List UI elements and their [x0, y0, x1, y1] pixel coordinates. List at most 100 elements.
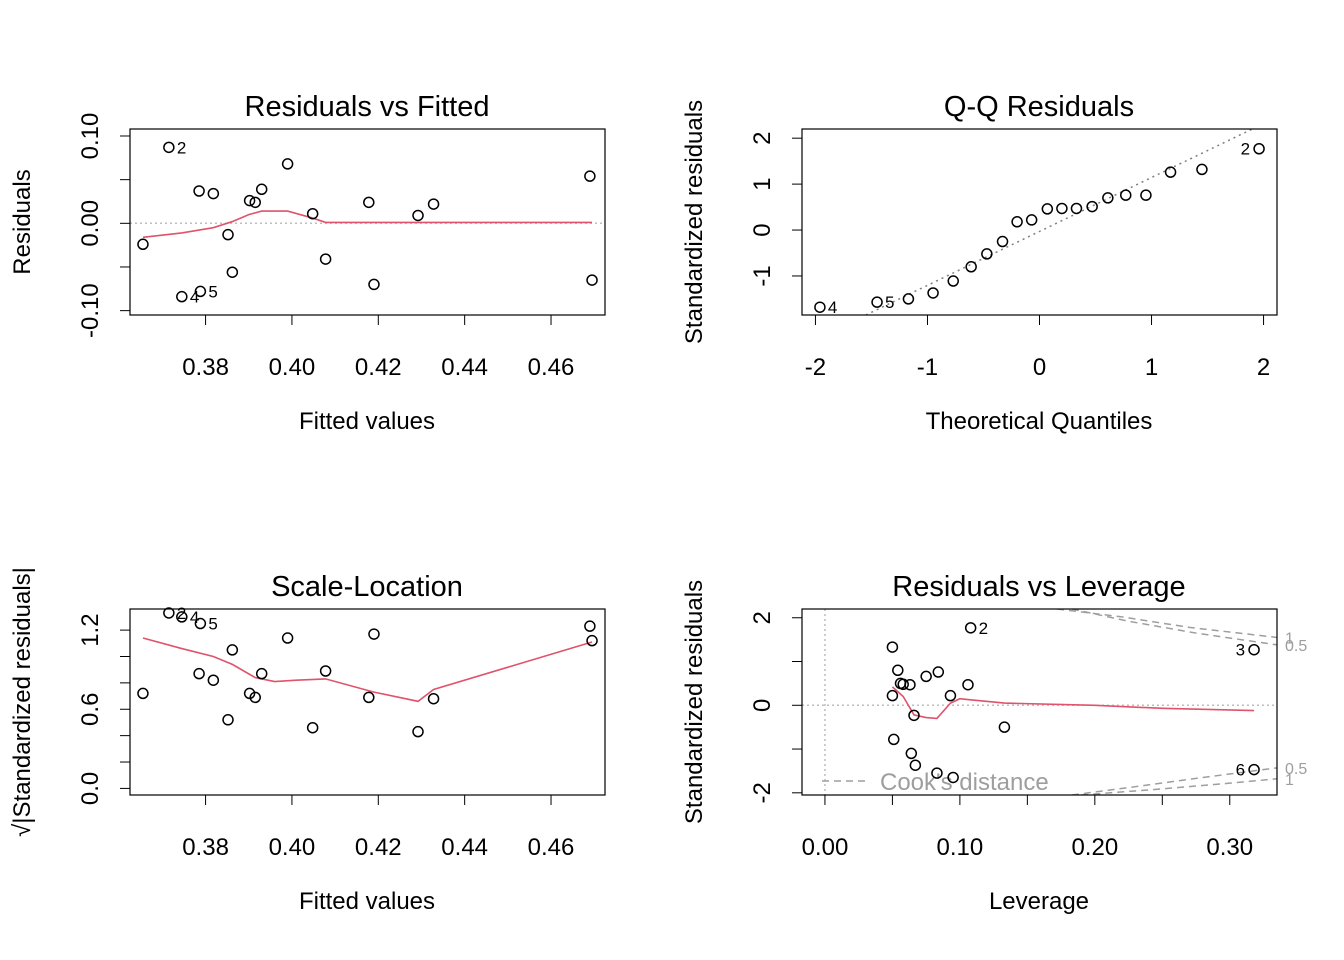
x-tick-label: 0.40: [269, 354, 316, 381]
y-tick-label: -0.10: [77, 283, 104, 338]
y-tick-label: 0.6: [77, 693, 104, 726]
data-point: [363, 691, 375, 704]
data-point: [886, 689, 899, 702]
cooks-legend-label: Cook's distance: [880, 769, 1049, 796]
plot-title: Scale-Location: [271, 571, 463, 603]
y-axis-label: Standardized residuals: [681, 100, 708, 344]
data-point: [888, 733, 900, 746]
x-tick-label: 0.20: [1071, 834, 1118, 861]
plot-title: Residuals vs Leverage: [892, 571, 1185, 603]
x-tick-label: 2: [1257, 354, 1270, 381]
data-point: [965, 261, 977, 273]
data-point: [886, 641, 899, 653]
data-point: [962, 678, 974, 691]
point-label: 5: [208, 282, 217, 301]
data-point: [281, 632, 294, 644]
plot-area: [802, 609, 1277, 795]
data-point: [319, 665, 332, 677]
x-tick-label: 0.10: [937, 834, 984, 861]
point-label: 2: [177, 604, 186, 623]
data-point: [902, 293, 915, 305]
data-point: [1248, 763, 1260, 776]
qq-panel: Q-Q Residuals Theoretical Quantiles Standa…: [681, 91, 1278, 435]
point-label: 5: [208, 615, 217, 634]
smoother-line: [142, 637, 593, 703]
data-point: [194, 285, 207, 298]
data-point: [584, 620, 596, 632]
plot-frame: [129, 128, 606, 316]
x-tick-label: 0.46: [528, 354, 575, 381]
y-tick-label: -2: [749, 782, 776, 803]
x-tick-label: 0.00: [802, 834, 849, 861]
y-tick-label: 1: [749, 177, 776, 190]
data-point: [193, 667, 205, 680]
data-point: [964, 622, 977, 634]
data-point: [932, 666, 945, 678]
data-point: [255, 667, 268, 680]
data-point: [176, 290, 188, 303]
data-point: [998, 721, 1011, 733]
x-tick-label: 0.38: [182, 354, 229, 381]
y-tick-label: 0.10: [77, 113, 104, 160]
data-point: [1140, 189, 1152, 201]
data-point: [1102, 192, 1114, 204]
point-label: 3: [1236, 641, 1245, 660]
plot-frame: [801, 128, 1278, 316]
x-tick-label: 0.42: [355, 834, 402, 861]
data-point: [319, 253, 332, 265]
plot-area: [130, 210, 605, 239]
data-point: [412, 209, 424, 222]
data-point: [931, 767, 943, 779]
cooks-contour-upper: [1056, 609, 1277, 639]
cooks-contour-label: 1: [1285, 630, 1294, 647]
data-point: [193, 185, 205, 197]
data-point: [226, 266, 239, 278]
data-point: [1070, 202, 1083, 215]
y-tick-label: -1: [749, 265, 776, 286]
smoother-line: [142, 210, 593, 239]
plot-area: [142, 637, 593, 703]
data-point: [981, 248, 993, 260]
data-point: [249, 691, 261, 704]
data-point: [1086, 200, 1098, 213]
x-axis-label: Theoretical Quantiles: [926, 408, 1153, 435]
data-point: [892, 664, 904, 677]
y-tick-label: 0.00: [77, 200, 104, 247]
data-point: [586, 274, 598, 286]
data-point: [412, 725, 424, 738]
data-point: [163, 607, 175, 619]
cooks-contour-lower: [1071, 767, 1277, 795]
x-tick-label: -1: [917, 354, 938, 381]
x-tick-label: 0: [1033, 354, 1046, 381]
x-tick-label: 0.30: [1206, 834, 1253, 861]
data-point: [944, 689, 957, 702]
point-label: 4: [828, 298, 837, 317]
data-point: [281, 158, 294, 170]
data-point: [1253, 142, 1265, 155]
data-point: [1120, 189, 1132, 201]
scale-location-panel: Scale-Location Fitted values √|Standardize…: [9, 567, 606, 915]
x-tick-label: 0.38: [182, 834, 229, 861]
data-point: [222, 228, 234, 241]
plot-frame: [801, 608, 1278, 796]
x-tick-label: -2: [805, 354, 826, 381]
data-point: [427, 198, 440, 210]
data-point: [137, 687, 149, 700]
data-point: [207, 674, 220, 686]
data-point: [255, 183, 268, 196]
x-axis-label: Fitted values: [299, 888, 435, 915]
y-tick-label: 0: [749, 223, 776, 236]
data-point: [1025, 214, 1038, 226]
data-point: [927, 287, 939, 299]
data-point: [1041, 203, 1054, 215]
plot-title: Residuals vs Fitted: [245, 91, 490, 123]
data-point: [871, 296, 883, 308]
x-tick-label: 0.44: [441, 354, 488, 381]
data-point: [222, 714, 234, 726]
data-point: [249, 196, 261, 209]
data-point: [814, 301, 826, 313]
y-tick-label: 2: [749, 611, 776, 624]
data-point: [194, 617, 207, 630]
data-point: [427, 692, 440, 705]
data-point: [584, 170, 596, 182]
